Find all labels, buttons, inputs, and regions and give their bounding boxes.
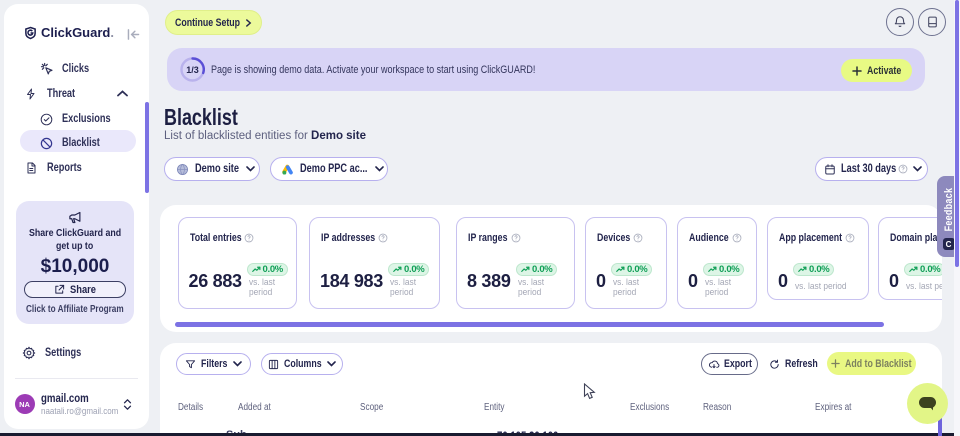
svg-text:1/3: 1/3 <box>186 65 199 75</box>
